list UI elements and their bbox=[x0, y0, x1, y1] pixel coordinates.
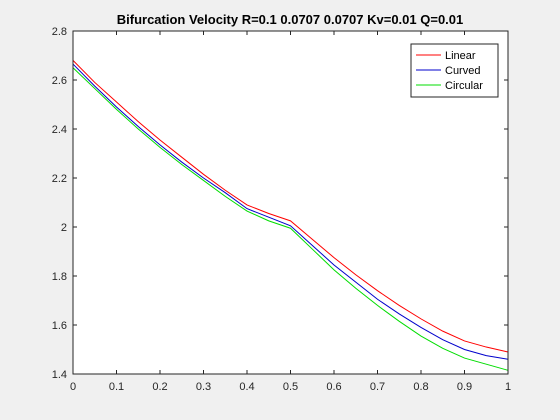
y-tick-label: 2.2 bbox=[52, 173, 67, 185]
series-line-linear bbox=[72, 60, 509, 353]
y-tick-label: 2.4 bbox=[52, 124, 67, 136]
y-tick-label: 1.6 bbox=[52, 320, 67, 332]
x-tick-label: 0.6 bbox=[326, 381, 341, 393]
y-tick-label: 1.4 bbox=[52, 369, 67, 381]
series-line-curved bbox=[72, 63, 509, 360]
x-tick-label: 0.2 bbox=[152, 381, 167, 393]
x-tick-label: 0 bbox=[70, 381, 76, 393]
y-tick-label: 2.6 bbox=[52, 75, 67, 87]
x-tick-label: 0.1 bbox=[109, 381, 124, 393]
series-line-circular bbox=[72, 67, 509, 371]
x-tick-label: 0.9 bbox=[457, 381, 472, 393]
x-tick-label: 1 bbox=[505, 381, 511, 393]
legend-label-linear: Linear bbox=[445, 50, 476, 62]
y-tick-label: 1.8 bbox=[52, 271, 67, 283]
x-tick-label: 0.8 bbox=[413, 381, 428, 393]
tick-layer: 0 0.1 0.2 0.3 0.4 0.5 0.6 0.7 0.8 0.9 1 1.4 1.6 1.8 2 2… bbox=[52, 26, 511, 393]
legend-label-curved: Curved bbox=[445, 65, 480, 77]
y-tick-label: 2.8 bbox=[52, 26, 67, 38]
x-tick-label: 0.4 bbox=[239, 381, 254, 393]
legend-label-circular: Circular bbox=[445, 80, 483, 92]
chart-title: Bifurcation Velocity R=0.1 0.0707 0.0707… bbox=[117, 12, 464, 27]
legend: Linear Curved Circular bbox=[410, 43, 499, 98]
x-tick-label: 0.7 bbox=[370, 381, 385, 393]
series-layer bbox=[72, 60, 509, 371]
x-tick-label: 0.5 bbox=[283, 381, 298, 393]
y-tick-label: 2 bbox=[61, 222, 67, 234]
x-tick-label: 0.3 bbox=[196, 381, 211, 393]
